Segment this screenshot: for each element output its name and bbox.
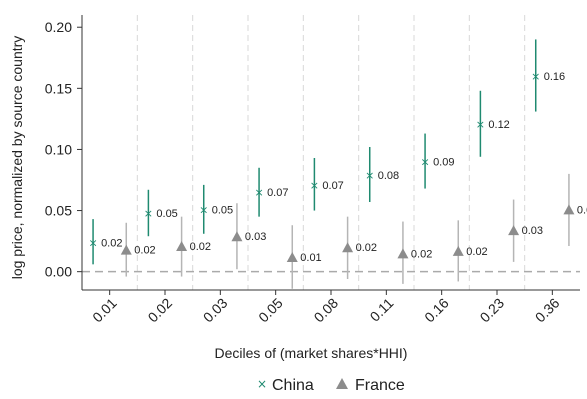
- data-label: 0.03: [245, 231, 266, 243]
- legend-china-marker: ×: [257, 377, 267, 391]
- series-layer: × 0.02× 0.05 × 0.05× 0.07× 0.07× 0.08× 0.09× 0.12…: [88, 39, 587, 289]
- x-tick-label: 0.16: [421, 295, 452, 326]
- y-tick-label: 0.15: [45, 80, 72, 96]
- data-label: 0.02: [466, 246, 487, 258]
- data-label: 0.02: [134, 245, 155, 257]
- data-label: 0.02: [190, 241, 211, 253]
- france-point: [452, 245, 464, 256]
- legend: × China France: [257, 377, 405, 394]
- data-label: 0.05: [212, 204, 233, 216]
- data-label: 0.05: [156, 208, 177, 220]
- y-axis-title: log price, normalized by source country: [9, 36, 25, 280]
- data-label: 0.03: [522, 225, 543, 237]
- y-tick-label: 0.20: [45, 19, 72, 35]
- france-point: [342, 242, 354, 253]
- y-tick-label: 0.05: [45, 203, 72, 219]
- france-point: [176, 241, 188, 251]
- x-tick-label: 0.03: [200, 295, 231, 326]
- data-label: 0.02: [101, 237, 122, 249]
- data-label: 0.01: [300, 252, 321, 264]
- data-label: 0.07: [267, 187, 288, 199]
- series-france: 0.02 0.02 0.03 0.01 0.02 0.02 0.02 0.03 0.05: [120, 173, 587, 289]
- x-tick-label: 0.05: [255, 295, 286, 326]
- legend-france-label: France: [355, 377, 405, 394]
- series-china: × 0.02× 0.05 × 0.05× 0.07× 0.07× 0.08× 0.09× 0.12…: [88, 39, 565, 265]
- china-point: ×: [310, 179, 319, 192]
- china-point: ×: [476, 118, 485, 131]
- data-label: 0.07: [322, 180, 343, 192]
- france-point: [286, 252, 298, 262]
- china-point: ×: [88, 236, 97, 249]
- france-point: [120, 244, 132, 255]
- france-point: [231, 231, 243, 242]
- decile-separators: [136, 15, 526, 290]
- data-label: 0.16: [544, 71, 565, 83]
- y-axis: 0.00 0.05 0.10 0.15 0.20: [45, 15, 83, 290]
- x-axis: 0.01 0.02 0.03 0.05 0.08 0.11 0.16 0.23 0.36: [82, 289, 580, 326]
- france-point: [563, 204, 575, 215]
- x-tick-label: 0.23: [477, 295, 508, 326]
- data-label: 0.05: [577, 204, 587, 216]
- data-label: 0.08: [378, 170, 399, 182]
- legend-france-marker: [336, 378, 348, 389]
- legend-china-label: China: [272, 377, 314, 394]
- data-label: 0.12: [488, 119, 509, 131]
- china-point: ×: [365, 169, 374, 182]
- x-tick-label: 0.36: [532, 295, 563, 326]
- x-tick-label: 0.02: [145, 295, 176, 326]
- x-tick-label: 0.11: [367, 295, 397, 325]
- china-point: ×: [144, 207, 153, 220]
- france-point: [508, 225, 520, 236]
- data-label: 0.09: [433, 157, 454, 169]
- x-axis-title: Deciles of (market shares*HHI): [215, 345, 408, 361]
- china-point: ×: [531, 70, 540, 83]
- y-tick-label: 0.10: [45, 141, 72, 157]
- data-label: 0.02: [356, 242, 377, 254]
- china-point: ×: [199, 203, 208, 216]
- china-point: ×: [254, 186, 263, 199]
- x-tick-label: 0.08: [311, 295, 342, 326]
- data-label: 0.02: [411, 248, 432, 260]
- france-point: [397, 248, 409, 259]
- y-tick-label: 0.00: [45, 264, 72, 280]
- china-point: ×: [420, 156, 429, 169]
- x-tick-label: 0.01: [89, 295, 120, 326]
